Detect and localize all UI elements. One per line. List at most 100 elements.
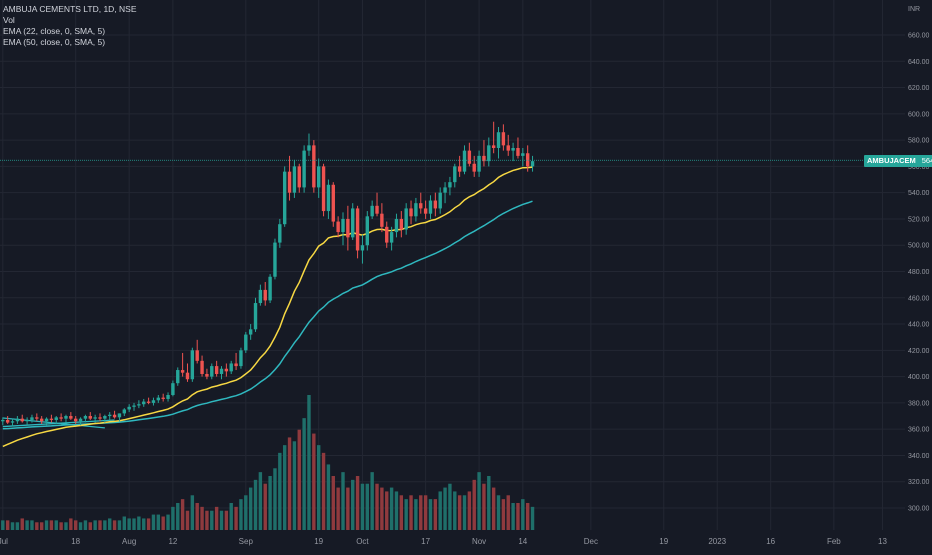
candle-body: [15, 418, 20, 422]
volume-bar: [360, 483, 365, 530]
x-tick-label: 18: [71, 537, 80, 546]
volume-bar: [195, 503, 199, 530]
candle-body: [389, 232, 394, 243]
x-tick-label: Feb: [827, 537, 841, 546]
candle-body: [1, 419, 5, 422]
candle-body: [180, 370, 185, 373]
volume-bar: [10, 522, 15, 530]
volume-bars: [1, 395, 535, 530]
trendlines[interactable]: [2, 417, 115, 429]
volume-bar: [142, 518, 146, 530]
ema-lines: [2, 166, 533, 448]
candle-body: [287, 171, 292, 193]
candle-body: [491, 145, 496, 148]
candle-body: [93, 417, 97, 419]
volume-bar: [273, 468, 277, 530]
volume-bar: [496, 495, 501, 530]
volume-bar: [336, 487, 340, 530]
volume-bar: [487, 476, 491, 530]
candle-body: [263, 289, 267, 301]
candle-body: [248, 329, 253, 335]
candle-body: [453, 166, 457, 183]
time-axis[interactable]: Jul 18 Aug 12 Sep 19 Oct 17 Nov 14 Dec 19 2023 16 Feb 1…: [0, 537, 887, 546]
candle-body: [258, 289, 263, 304]
volume-bar: [351, 479, 355, 530]
y-tick-label: 660.00: [908, 33, 930, 40]
volume-bar: [59, 522, 63, 530]
candle-body: [205, 373, 209, 377]
volume-bar: [457, 495, 462, 530]
y-tick-label: 600.00: [908, 111, 930, 118]
candle-body: [142, 401, 146, 405]
candle-body: [525, 153, 530, 167]
volume-bar: [49, 520, 54, 530]
candle-body: [496, 132, 501, 148]
price-axis[interactable]: INR 300.00 320.00 340.00 360.00 380.00 400.00 4…: [908, 6, 930, 513]
candle-body: [88, 416, 92, 419]
price-tag-value: 564.65: [921, 156, 932, 165]
candle-body: [200, 360, 204, 374]
x-tick-label: Aug: [122, 537, 136, 546]
volume-bar: [156, 514, 161, 530]
volume-bar: [438, 491, 442, 530]
volume-bar: [414, 499, 418, 530]
x-tick-label: 14: [518, 537, 527, 546]
volume-bar: [282, 445, 287, 530]
volume-bar: [297, 429, 301, 530]
candle-body: [360, 245, 365, 251]
x-tick-label: 12: [168, 537, 177, 546]
volume-bar: [151, 514, 156, 530]
x-tick-label: 19: [314, 537, 323, 546]
candle-body: [521, 153, 525, 156]
ema50-legend[interactable]: EMA (50, close, 0, SMA, 5): [3, 37, 106, 47]
volume-bar: [200, 506, 204, 530]
candle-body: [78, 418, 83, 422]
x-tick-label: 16: [766, 537, 775, 546]
grid-lines: [0, 0, 905, 530]
volume-legend[interactable]: Vol: [3, 15, 15, 25]
volume-bar: [380, 487, 384, 530]
volume-bar: [166, 514, 170, 530]
volume-bar: [433, 499, 438, 530]
volume-bar: [161, 516, 165, 530]
symbol-title[interactable]: AMBUJA CEMENTS LTD, 1D, NSE: [3, 4, 137, 14]
candle-body: [477, 155, 481, 172]
volume-bar: [214, 506, 219, 530]
candle-body: [219, 368, 224, 374]
volume-bar: [112, 520, 117, 530]
candle-body: [317, 166, 321, 188]
volume-bar: [530, 506, 535, 530]
candle-body: [278, 224, 282, 243]
volume-bar: [137, 516, 141, 530]
volume-bar: [385, 491, 389, 530]
volume-bar: [229, 503, 233, 530]
volume-bar: [443, 487, 447, 530]
candle-body: [214, 366, 219, 374]
candle-body: [195, 350, 199, 361]
ema22-line: [2, 166, 533, 448]
ema22-legend[interactable]: EMA (22, close, 0, SMA, 5): [3, 26, 106, 36]
volume-bar: [389, 487, 394, 530]
volume-bar: [25, 520, 29, 530]
candle-body: [122, 409, 126, 414]
candle-body: [467, 150, 472, 164]
candle-body: [516, 147, 520, 156]
volume-bar: [39, 522, 44, 530]
volume-bar: [88, 522, 92, 530]
volume-bar: [103, 520, 107, 530]
volume-bar: [409, 495, 413, 530]
candle-body: [25, 419, 29, 422]
volume-bar: [5, 520, 10, 530]
volume-bar: [453, 491, 457, 530]
volume-bar: [370, 472, 374, 530]
volume-bar: [132, 518, 136, 530]
candle-body: [409, 208, 413, 217]
price-tag-ticker: AMBUJACEM: [867, 156, 916, 165]
x-tick-label: 17: [421, 537, 430, 546]
y-tick-label: 580.00: [908, 138, 930, 145]
volume-bar: [234, 506, 238, 530]
candlesticks: [1, 121, 535, 427]
x-tick-label: 19: [659, 537, 668, 546]
